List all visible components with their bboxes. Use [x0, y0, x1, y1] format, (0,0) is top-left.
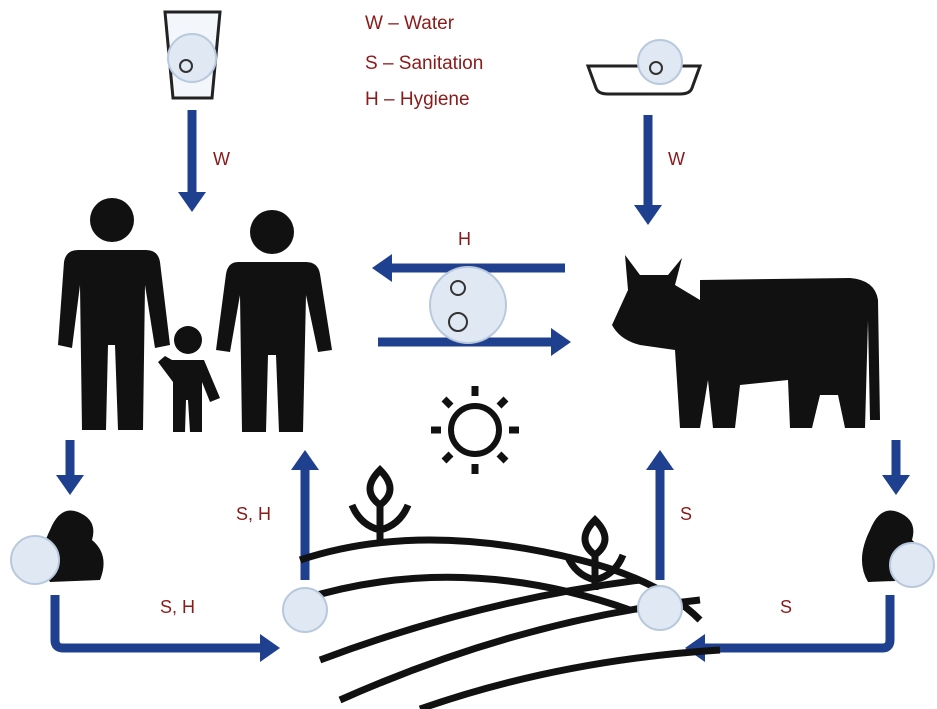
arrow-label: S, H — [160, 597, 195, 617]
arrow-head — [56, 475, 84, 495]
germ-circle — [430, 267, 506, 343]
page: W – Water S – Sanitation H – Hygiene W W… — [0, 0, 937, 709]
adult-head — [250, 210, 294, 254]
arrow-label: S, H — [236, 504, 271, 524]
arrow-label: S — [780, 597, 792, 617]
plant — [567, 520, 623, 590]
sun-rays — [431, 386, 519, 474]
legend-water: W – Water — [365, 13, 455, 34]
arrow-label: W — [668, 149, 685, 169]
germ-circle — [890, 543, 934, 587]
germ-circle — [283, 588, 327, 632]
feces-right — [862, 510, 934, 587]
diagram: W – Water S – Sanitation H – Hygiene W W… — [0, 0, 937, 709]
arrow-head — [178, 192, 206, 212]
arrow-head — [646, 450, 674, 470]
child — [158, 356, 220, 432]
germ-circle — [638, 40, 682, 84]
bathtub — [588, 40, 700, 94]
germ-circle — [168, 34, 216, 82]
child-head — [174, 326, 202, 354]
arrow — [703, 595, 890, 648]
arrow-head — [291, 450, 319, 470]
germ-circle — [11, 536, 59, 584]
arrow-label: W — [213, 149, 230, 169]
adult — [58, 250, 170, 430]
arrow-head — [372, 254, 392, 282]
field — [283, 470, 720, 709]
sun-disc — [451, 406, 499, 454]
people — [58, 198, 332, 432]
arrow-head — [551, 328, 571, 356]
arrow — [55, 595, 262, 648]
cow-body — [612, 255, 880, 428]
adult-head — [90, 198, 134, 242]
arrow-label: H — [458, 229, 471, 249]
germ-circle — [638, 586, 682, 630]
feces-left — [11, 510, 104, 584]
legend-sanitation: S – Sanitation — [365, 53, 483, 74]
cow — [612, 255, 880, 428]
sun — [431, 386, 519, 474]
arrow-head — [634, 205, 662, 225]
arrow-label: S — [680, 504, 692, 524]
arrow-head — [882, 475, 910, 495]
water-glass — [165, 12, 220, 98]
field-line — [420, 650, 720, 709]
legend-hygiene: H – Hygiene — [365, 89, 470, 110]
arrow-head — [260, 634, 280, 662]
plant — [352, 470, 408, 540]
field-line — [300, 577, 630, 610]
adult — [216, 262, 332, 432]
